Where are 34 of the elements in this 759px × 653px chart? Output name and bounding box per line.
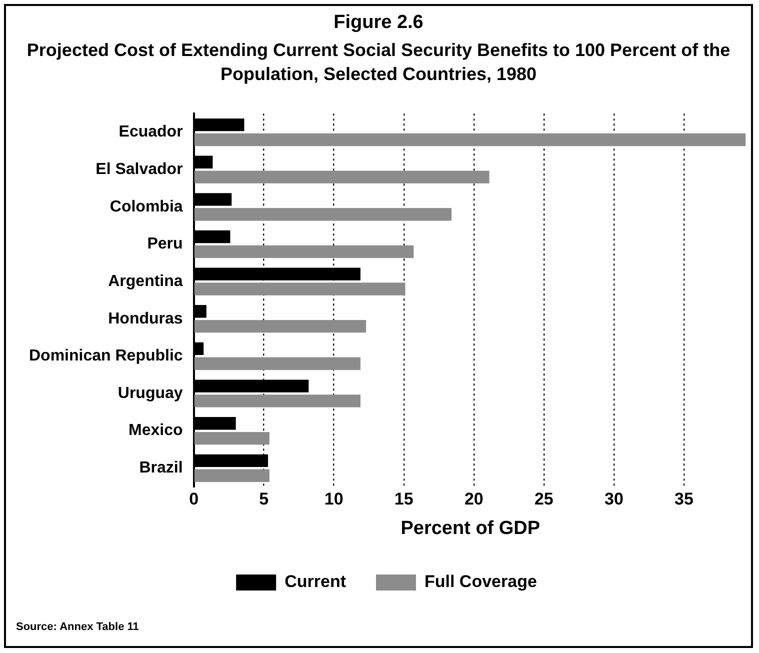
- y-tick-label: Ecuador: [118, 124, 183, 141]
- y-tick-label: Honduras: [108, 310, 183, 328]
- x-tick-label: 10: [324, 490, 344, 509]
- y-tick-label: Dominican Republic: [29, 348, 183, 365]
- bar: [194, 282, 406, 296]
- y-tick-label: El Salvador: [96, 160, 183, 178]
- y-tick-label: Colombia: [110, 198, 183, 216]
- x-tick-label: 20: [464, 490, 484, 509]
- x-tick-label: 15: [394, 490, 414, 509]
- legend-label: Full Coverage: [424, 572, 537, 592]
- bar: [194, 208, 452, 221]
- legend-label: Current: [284, 572, 346, 592]
- bar: [194, 245, 414, 258]
- x-tick-label: 35: [674, 490, 694, 509]
- x-tick-label: 5: [259, 490, 269, 509]
- chart-title: Figure 2.6: [332, 12, 424, 34]
- y-tick-label: Brazil: [139, 460, 183, 477]
- bar: [194, 432, 270, 445]
- y-tick-label: Mexico: [128, 422, 184, 440]
- x-axis-title: Percent of GDP: [400, 518, 540, 539]
- y-tick-label: Uruguay: [118, 384, 183, 402]
- bar: [194, 469, 270, 482]
- y-tick-label: Argentina: [108, 272, 183, 290]
- bar: [194, 357, 360, 370]
- chart-subtitle: Projected Cost of Extending Current Social Security Benefits to 100 Percent of the Population, Selected Countries, 1980: [26, 39, 732, 86]
- y-tick-label: Peru: [147, 236, 183, 253]
- bar: [194, 394, 360, 408]
- x-tick-label: 30: [604, 490, 624, 509]
- bar: [194, 170, 490, 184]
- x-tick-label: 0: [189, 490, 199, 509]
- source-note: Source: Annex Table 11: [16, 621, 139, 633]
- bar: [194, 320, 366, 333]
- bar: [194, 133, 746, 146]
- x-tick-label: 25: [534, 490, 554, 509]
